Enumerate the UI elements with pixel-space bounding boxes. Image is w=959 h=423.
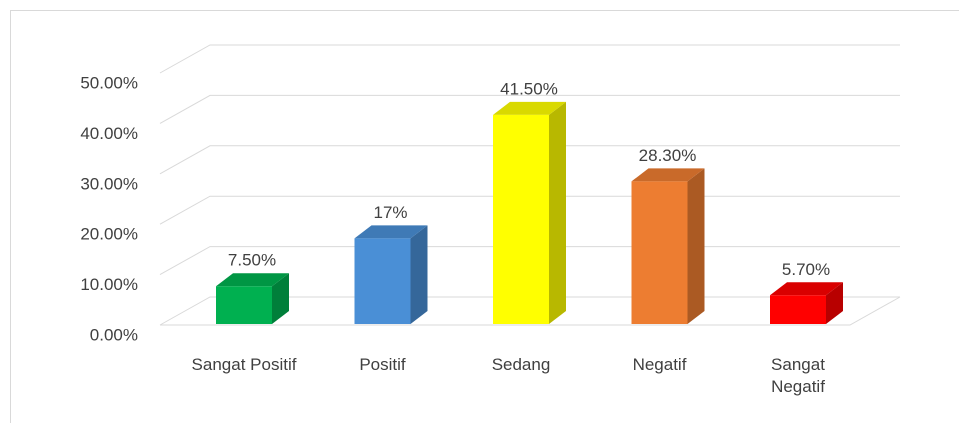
data-label: 41.50%: [500, 79, 558, 98]
bar-side: [826, 282, 843, 324]
bar-front: [216, 286, 272, 324]
bar: [631, 168, 705, 324]
bar: [770, 282, 843, 324]
x-tick-label: Sangat Positif: [191, 355, 297, 374]
x-tick-label: Sedang: [491, 355, 551, 374]
bar: [216, 273, 289, 324]
data-label: 7.50%: [228, 251, 276, 270]
data-label: 28.30%: [639, 146, 697, 165]
y-tick-label: 40.00%: [80, 124, 138, 143]
chart-frame: [10, 10, 959, 423]
data-label: 17%: [373, 203, 407, 222]
bar-front: [770, 295, 826, 324]
bar-side: [687, 168, 705, 324]
bar: [354, 225, 428, 324]
bar-side: [272, 273, 289, 324]
grid-line: [159, 145, 900, 175]
y-tick-label: 0.00%: [90, 325, 138, 344]
bar-top: [631, 168, 705, 182]
x-tick-label: Sangat Negatif: [771, 355, 825, 396]
y-tick-label: 20.00%: [80, 225, 138, 244]
bar-side: [549, 101, 566, 324]
y-tick-label: 30.00%: [80, 174, 138, 193]
grid-line: [159, 44, 900, 74]
bar: [493, 101, 566, 324]
bar-side: [410, 225, 428, 324]
y-tick-label: 10.00%: [80, 275, 138, 294]
bar-top: [216, 273, 289, 287]
y-tick-label: 50.00%: [80, 73, 138, 92]
bar-front: [493, 114, 549, 324]
bar-front: [354, 238, 411, 324]
grid-line: [159, 94, 900, 124]
bar-top: [770, 282, 843, 296]
bar-front: [631, 181, 688, 324]
x-tick-label: Negatif: [632, 355, 687, 374]
data-label: 5.70%: [782, 260, 830, 279]
bar-top: [354, 225, 428, 239]
floor-edge: [160, 296, 901, 326]
x-tick-label: Positif: [359, 355, 406, 374]
bar-top: [493, 101, 566, 115]
